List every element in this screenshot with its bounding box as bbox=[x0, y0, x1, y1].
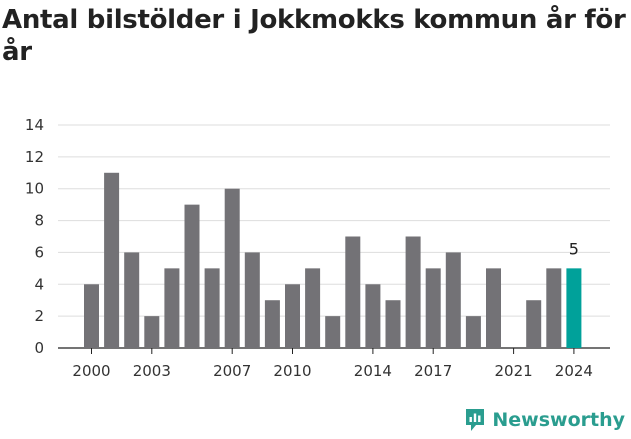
data-label-2024: 5 bbox=[569, 239, 579, 258]
bar-2005 bbox=[184, 204, 200, 348]
bar-2020 bbox=[486, 268, 501, 348]
y-tick-label: 0 bbox=[34, 339, 44, 357]
chart-title: Antal bilstölder i Jokkmokks kommun år f… bbox=[2, 5, 626, 67]
bar-2007 bbox=[224, 188, 240, 348]
bar-2003 bbox=[144, 316, 160, 348]
bar-2015 bbox=[385, 300, 401, 348]
bar-2014 bbox=[365, 284, 381, 348]
bar-2023 bbox=[546, 268, 562, 348]
bar-2024 bbox=[566, 268, 582, 348]
x-tick-label-2024: 2024 bbox=[555, 362, 593, 380]
y-tick-label: 14 bbox=[25, 116, 44, 134]
newsworthy-logo: Newsworthy bbox=[464, 407, 625, 433]
bar-2018 bbox=[445, 252, 461, 348]
bar-2019 bbox=[465, 316, 481, 348]
newsworthy-logo-text: Newsworthy bbox=[492, 409, 625, 431]
bar-2011 bbox=[305, 268, 321, 348]
bars bbox=[84, 172, 582, 348]
bar-2016 bbox=[405, 236, 421, 348]
x-tick-label-2010: 2010 bbox=[273, 362, 311, 380]
bar-2013 bbox=[345, 236, 361, 348]
x-tick-label-2003: 2003 bbox=[133, 362, 171, 380]
bar-2008 bbox=[244, 252, 260, 348]
bar-2017 bbox=[425, 268, 441, 348]
bar-2004 bbox=[164, 268, 180, 348]
y-tick-label: 12 bbox=[25, 148, 44, 166]
y-tick-label: 6 bbox=[34, 243, 44, 261]
x-tick-label-2021: 2021 bbox=[495, 362, 533, 380]
x-tick-label-2000: 2000 bbox=[72, 362, 110, 380]
bar-2001 bbox=[104, 172, 120, 348]
bar-2009 bbox=[264, 300, 280, 348]
y-tick-label: 2 bbox=[34, 307, 44, 325]
bar-2010 bbox=[285, 284, 300, 348]
bar-2012 bbox=[325, 316, 341, 348]
y-axis-ticks: 0 2 4 6 8 10 12 14 bbox=[25, 116, 44, 357]
x-tick-label-2007: 2007 bbox=[213, 362, 251, 380]
y-tick-label: 8 bbox=[34, 212, 44, 230]
y-tick-label: 10 bbox=[25, 180, 44, 198]
y-tick-label: 4 bbox=[34, 275, 44, 293]
bar-2006 bbox=[204, 268, 220, 348]
x-tick-label-2017: 2017 bbox=[414, 362, 452, 380]
data-labels: 5 bbox=[569, 239, 579, 258]
bar-2002 bbox=[124, 252, 140, 348]
bar-2022 bbox=[526, 300, 542, 348]
bar-2000 bbox=[84, 284, 99, 348]
newsworthy-logo-icon bbox=[466, 409, 485, 431]
x-axis-ticks: 2000 2003 2007 2010 2014 2017 2021 2024 bbox=[72, 348, 593, 380]
x-tick-label-2014: 2014 bbox=[354, 362, 392, 380]
